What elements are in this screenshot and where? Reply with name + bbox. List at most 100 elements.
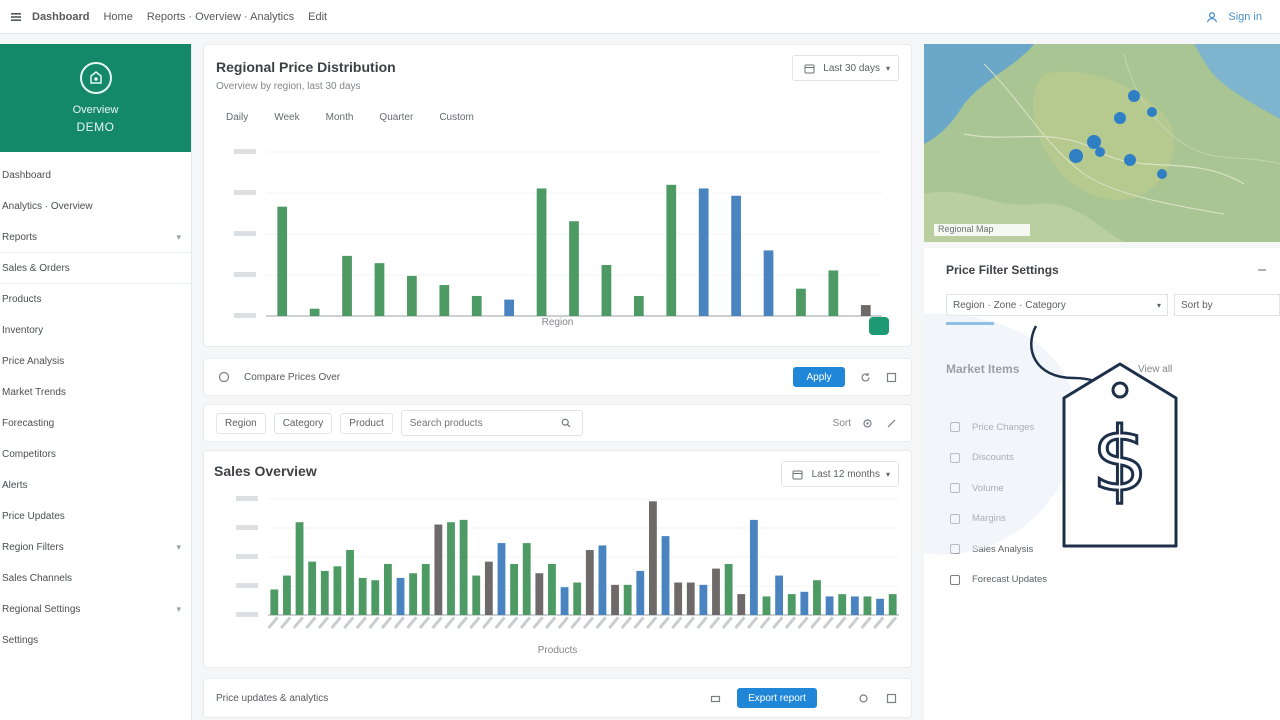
chart-bar[interactable] xyxy=(731,195,741,316)
chart-bar[interactable] xyxy=(471,295,482,316)
chart-bar[interactable] xyxy=(407,275,417,316)
sidebar-item[interactable]: Dashboard xyxy=(0,160,191,191)
topbar-item-edit[interactable]: Edit xyxy=(308,10,328,23)
app-name[interactable]: Dashboard xyxy=(32,10,90,23)
chart-bar[interactable] xyxy=(724,563,733,615)
export-report-button[interactable]: Export report xyxy=(737,688,817,708)
apply-button[interactable]: Apply xyxy=(793,367,845,387)
chart-bar[interactable] xyxy=(838,594,847,615)
chart-bar[interactable] xyxy=(277,206,288,316)
chart-bar[interactable] xyxy=(661,536,670,615)
filter-chip-product[interactable]: Product xyxy=(340,412,393,434)
chart-bar[interactable] xyxy=(535,573,544,615)
chart-bar[interactable] xyxy=(472,575,481,615)
chart-bar[interactable] xyxy=(573,582,582,615)
chart-bar[interactable] xyxy=(497,543,506,615)
filter-chip-region[interactable]: Region xyxy=(216,412,266,434)
refresh-icon[interactable] xyxy=(857,369,873,385)
chart-bar[interactable] xyxy=(396,577,405,615)
chart-bar[interactable] xyxy=(762,596,771,615)
sidebar-item[interactable]: Sales & Orders xyxy=(0,253,191,284)
chart-bar[interactable] xyxy=(358,577,367,615)
chart-bar[interactable] xyxy=(712,568,720,615)
date-range-picker[interactable]: Last 30 days ▾ xyxy=(792,55,899,81)
sidebar-item[interactable]: Analytics · Overview xyxy=(0,191,191,222)
chart-bar[interactable] xyxy=(686,582,695,615)
topbar-item-home[interactable]: Home xyxy=(103,10,133,23)
chart-bar[interactable] xyxy=(295,522,304,615)
chart-bar[interactable] xyxy=(775,575,784,615)
chart-bar[interactable] xyxy=(598,545,607,615)
sidebar-item[interactable]: Price Updates xyxy=(0,501,191,532)
chart-bar[interactable] xyxy=(459,519,468,615)
chart-bar[interactable] xyxy=(611,584,619,615)
tab-custom[interactable]: Custom xyxy=(439,112,474,123)
chart-bar[interactable] xyxy=(309,308,320,316)
chart-bar[interactable] xyxy=(342,255,352,316)
chart-bar[interactable] xyxy=(283,575,291,615)
chart-bar[interactable] xyxy=(504,299,515,316)
user-icon[interactable] xyxy=(1204,9,1220,25)
tab-month[interactable]: Month xyxy=(325,112,354,123)
chart-bar[interactable] xyxy=(763,250,774,316)
chart-bar[interactable] xyxy=(850,596,859,615)
chart-bar[interactable] xyxy=(800,591,809,615)
chart-bar[interactable] xyxy=(569,221,579,316)
chart-bar[interactable] xyxy=(484,561,493,615)
chart-bar[interactable] xyxy=(860,305,871,316)
sidebar-item[interactable]: Products xyxy=(0,284,191,315)
topbar-breadcrumb[interactable]: Reports · Overview · Analytics xyxy=(146,10,295,23)
chart-bar[interactable] xyxy=(698,188,709,316)
tab-quarter[interactable]: Quarter xyxy=(379,112,414,123)
chart-bar[interactable] xyxy=(796,288,806,316)
chart-bar[interactable] xyxy=(888,594,897,615)
chart-bar[interactable] xyxy=(633,295,644,316)
chat-icon[interactable] xyxy=(869,317,889,335)
more-icon[interactable] xyxy=(883,415,899,431)
chart-bar[interactable] xyxy=(825,596,834,615)
sign-in-link[interactable]: Sign in xyxy=(1228,10,1262,23)
sidebar-item[interactable]: Reports ▾ xyxy=(0,222,191,253)
chart-bar[interactable] xyxy=(737,594,746,615)
chart-bar[interactable] xyxy=(270,589,279,615)
tab-daily[interactable]: Daily xyxy=(226,112,249,123)
chart-bar[interactable] xyxy=(674,582,683,615)
chart-bar[interactable] xyxy=(510,563,519,615)
chart-bar[interactable] xyxy=(813,580,821,615)
region-select[interactable]: Region · Zone · Category ▾ xyxy=(946,294,1168,316)
sidebar-item[interactable]: Sales Channels xyxy=(0,563,191,594)
sidebar-item[interactable]: Regional Settings ▾ xyxy=(0,594,191,625)
chart-bar[interactable] xyxy=(585,550,594,615)
sidebar-item[interactable]: Market Trends xyxy=(0,377,191,408)
filter-chip-category[interactable]: Category xyxy=(273,412,333,434)
market-list-item[interactable]: Forecast Updates xyxy=(950,565,1150,596)
chart-bar[interactable] xyxy=(333,566,342,615)
chart-bar[interactable] xyxy=(548,563,556,615)
sidebar-item[interactable]: Competitors xyxy=(0,439,191,470)
chart-bar[interactable] xyxy=(308,561,317,615)
chart-bar[interactable] xyxy=(374,263,385,316)
chart-bar[interactable] xyxy=(447,522,455,615)
region-map[interactable]: Regional Map xyxy=(924,44,1280,242)
chart-bar[interactable] xyxy=(439,285,450,316)
panel-menu-icon[interactable] xyxy=(1254,262,1270,278)
search-icon[interactable] xyxy=(558,415,574,431)
sidebar-item[interactable]: Alerts xyxy=(0,470,191,501)
chart-bar[interactable] xyxy=(383,563,392,615)
print-icon[interactable] xyxy=(707,690,723,706)
chart-bar[interactable] xyxy=(787,594,796,615)
chart-bar[interactable] xyxy=(409,573,418,615)
sidebar-item[interactable]: Price Analysis xyxy=(0,346,191,377)
chart-bar[interactable] xyxy=(749,519,758,615)
sidebar-item[interactable]: Settings xyxy=(0,625,191,656)
chart-bar[interactable] xyxy=(623,584,632,615)
menu-icon[interactable] xyxy=(8,9,24,25)
view-all-link[interactable]: View all xyxy=(1138,364,1173,375)
sidebar-item[interactable]: Forecasting xyxy=(0,408,191,439)
sort-label[interactable]: Sort xyxy=(832,417,851,429)
chart-bar[interactable] xyxy=(863,596,872,615)
chart-bar[interactable] xyxy=(648,501,657,615)
settings-icon[interactable] xyxy=(859,415,875,431)
chart-bar[interactable] xyxy=(421,563,430,615)
chart-bar[interactable] xyxy=(636,570,645,615)
